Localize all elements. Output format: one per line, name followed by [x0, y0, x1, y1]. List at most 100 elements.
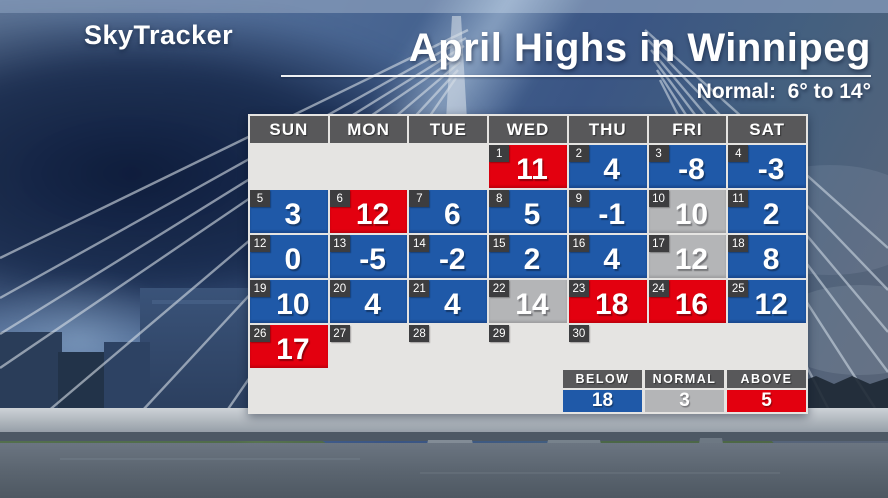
day-cell-16: 16 4: [568, 235, 647, 278]
day-number: 10: [648, 190, 669, 207]
weekday-header-tue: TUE: [409, 116, 488, 143]
day-number: 5: [250, 190, 270, 207]
day-cell-blank: [728, 325, 806, 368]
day-number: 29: [489, 325, 510, 342]
normal-range-subtitle: Normal: 6° to 14°: [696, 80, 871, 103]
legend-count-normal: 3: [645, 390, 724, 412]
high-temp-value: 14: [515, 288, 549, 321]
day-number: 9: [568, 190, 589, 207]
weekday-header-thu: THU: [568, 116, 647, 143]
weekday-header-wed: WED: [489, 116, 567, 143]
high-temp-value: 18: [595, 288, 629, 321]
day-cell-25: 25 12: [728, 280, 806, 323]
day-number: 13: [329, 235, 350, 252]
high-temp-value: 5: [523, 198, 541, 231]
day-cell-22: 22 14: [489, 280, 567, 323]
high-temp-value: -5: [359, 243, 386, 276]
high-temp-value: 10: [276, 288, 310, 321]
high-temp-value: -2: [438, 243, 466, 276]
day-cell-20: 20 4: [329, 280, 408, 323]
high-temp-value: 16: [674, 288, 709, 321]
day-cell-24: 24 16: [648, 280, 727, 323]
day-number: 4: [728, 145, 749, 162]
background-sky-band: [0, 0, 888, 13]
day-cell-26: 26 17: [250, 325, 328, 368]
day-cell-10: 10 10: [648, 190, 727, 233]
day-cell-15: 15 2: [489, 235, 567, 278]
high-temp-value: 10: [674, 198, 709, 231]
legend-label-above: ABOVE: [727, 370, 806, 388]
high-temp-value: 17: [276, 333, 310, 366]
day-cell-blank: [409, 145, 488, 188]
day-number: 16: [568, 235, 589, 252]
weekday-header-mon: MON: [329, 116, 408, 143]
day-cell-13: 13 -5: [329, 235, 408, 278]
high-temp-value: 8: [762, 243, 780, 276]
day-number: 8: [489, 190, 510, 207]
day-number: 3: [648, 145, 669, 162]
day-number: 18: [728, 235, 749, 252]
legend-label-normal: NORMAL: [645, 370, 724, 388]
day-number: 21: [409, 280, 430, 297]
day-number: 11: [728, 190, 749, 207]
day-number: 26: [250, 325, 270, 342]
legend-label-below: BELOW: [563, 370, 642, 388]
high-temp-value: -1: [598, 198, 626, 231]
day-number: 17: [648, 235, 669, 252]
day-number: 28: [409, 325, 430, 342]
legend-value-row: 18 3 5: [563, 390, 806, 412]
day-number: 25: [728, 280, 749, 297]
day-cell-19: 19 10: [250, 280, 328, 323]
weekday-header-row: SUN MON TUE WED THU FRI SAT: [250, 116, 806, 143]
day-number: 7: [409, 190, 430, 207]
day-number: 22: [489, 280, 510, 297]
day-number: 27: [329, 325, 350, 342]
day-cell-12: 12 0: [250, 235, 328, 278]
high-temp-value: 12: [355, 198, 390, 231]
high-temp-value: 4: [364, 288, 381, 321]
day-number: 15: [489, 235, 510, 252]
high-temp-value: 2: [762, 198, 780, 231]
legend-count-below: 18: [563, 390, 642, 412]
day-cell-29: 29: [489, 325, 567, 368]
page-title: April Highs in Winnipeg: [408, 26, 871, 70]
weekday-header-fri: FRI: [648, 116, 727, 143]
legend-header-row: BELOW NORMAL ABOVE: [563, 370, 806, 388]
high-temp-value: 12: [674, 243, 709, 276]
high-temp-value: 3: [284, 198, 302, 231]
day-cell-blank: [329, 145, 408, 188]
day-cell-3: 3 -8: [648, 145, 727, 188]
high-temp-value: -8: [678, 153, 705, 186]
high-temp-value: 6: [443, 198, 461, 231]
high-temp-value: 4: [603, 243, 621, 276]
day-cell-4: 4 -3: [728, 145, 806, 188]
day-cell-11: 11 2: [728, 190, 806, 233]
high-temp-value: -3: [757, 153, 785, 186]
title-underline: [281, 75, 871, 77]
day-number: 19: [250, 280, 270, 297]
high-temp-value: 12: [754, 288, 788, 321]
high-temp-value: 4: [603, 153, 621, 186]
high-temp-value: 0: [284, 243, 302, 276]
day-cell-18: 18 8: [728, 235, 806, 278]
legend-count-above: 5: [727, 390, 806, 412]
day-number: 12: [250, 235, 270, 252]
high-temp-value: 2: [523, 243, 541, 276]
day-cell-28: 28: [409, 325, 488, 368]
day-cell-blank: [648, 325, 727, 368]
day-cell-6: 6 12: [329, 190, 408, 233]
day-number: 30: [568, 325, 589, 342]
day-cell-17: 17 12: [648, 235, 727, 278]
day-cell-30: 30: [568, 325, 647, 368]
day-cell-1: 1 11: [489, 145, 567, 188]
calendar-grid: 1 11 2 4 3 -8 4 -3 5 3 6 12 7 6 8 5 9 -1 10 10 11 2 12 0 13 -5 14-…: [250, 145, 806, 368]
legend: BELOW NORMAL ABOVE 18 3 5: [563, 370, 806, 412]
day-cell-21: 21 4: [409, 280, 488, 323]
day-cell-23: 23 18: [568, 280, 647, 323]
day-number: 24: [648, 280, 669, 297]
weekday-header-sat: SAT: [728, 116, 806, 143]
